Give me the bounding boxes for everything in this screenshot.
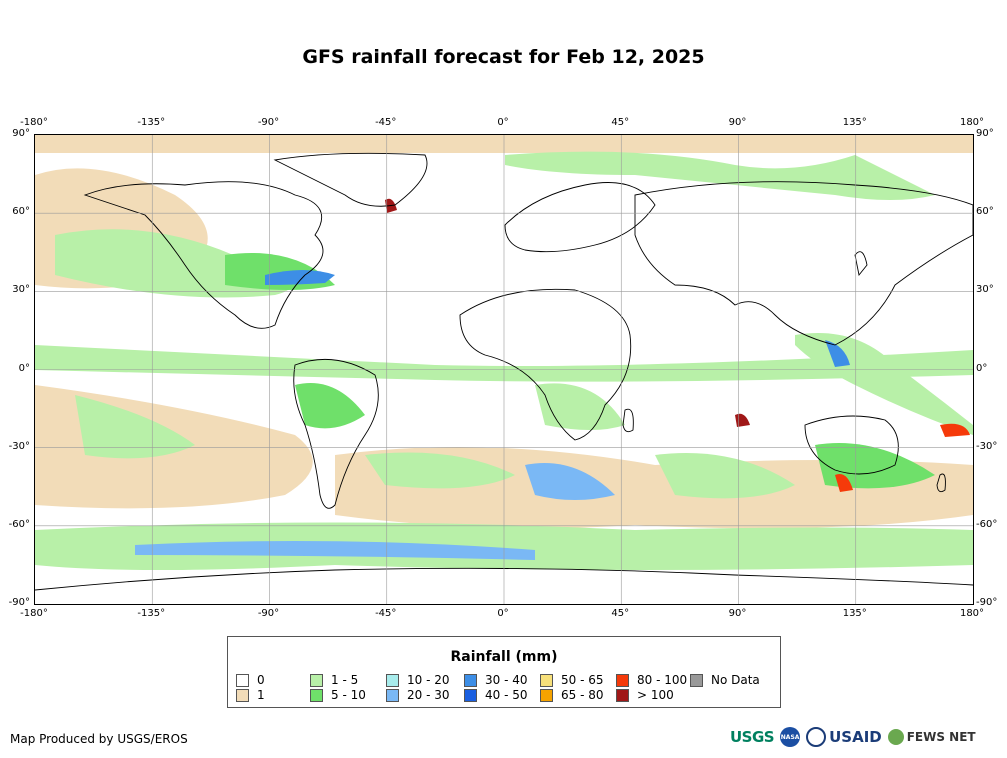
usaid-seal-icon — [806, 727, 827, 747]
map-title: GFS rainfall forecast for Feb 12, 2025 — [302, 46, 705, 68]
axis-tick-label: -90° — [257, 117, 280, 128]
legend-item: 20 - 30 — [386, 688, 450, 702]
axis-tick-label: 45° — [611, 117, 630, 128]
axis-tick-label: -90° — [257, 608, 280, 619]
legend-swatch — [310, 688, 323, 702]
axis-tick-label: 60° — [12, 206, 30, 218]
legend-label: 20 - 30 — [407, 688, 450, 702]
legend-item: 10 - 20 — [386, 673, 450, 687]
legend-label: 80 - 100 — [637, 673, 688, 687]
axis-tick-label: -60° — [976, 518, 998, 530]
axis-tick-label: -60° — [8, 518, 30, 530]
partner-logos: USGS NASA USAID FEWS NET — [730, 727, 976, 747]
usgs-logo: USGS — [730, 728, 775, 746]
axis-tick-label: 0° — [497, 117, 509, 128]
axis-tick-label: -45° — [375, 117, 397, 128]
graticule — [35, 135, 973, 604]
axis-tick-label: 90° — [728, 117, 747, 128]
legend-label: 1 — [257, 688, 265, 702]
legend-swatch — [236, 688, 249, 702]
legend-item: 65 - 80 — [540, 688, 604, 702]
axis-tick-label: -90° — [8, 597, 30, 608]
legend-swatch — [310, 673, 323, 687]
axis-tick-label: 0° — [497, 608, 509, 619]
legend-label: 1 - 5 — [331, 673, 359, 687]
legend-swatch — [540, 688, 553, 702]
usaid-logo: USAID — [806, 727, 882, 747]
legend-label: > 100 — [637, 688, 674, 702]
axis-tick-label: 45° — [611, 608, 630, 619]
axis-tick-label: 135° — [842, 117, 867, 128]
credit-text: Map Produced by USGS/EROS — [10, 732, 188, 746]
legend-item: 1 — [236, 688, 265, 702]
legend-label: 0 — [257, 673, 265, 687]
legend-swatch — [464, 673, 477, 687]
legend-swatch — [236, 673, 249, 687]
axis-tick-label: 60° — [976, 206, 994, 218]
legend-item: 1 - 5 — [310, 673, 358, 687]
axis-tick-label: 135° — [842, 608, 867, 619]
legend-item: 80 - 100 — [616, 673, 687, 687]
fews-net-logo-text: FEWS NET — [906, 730, 976, 744]
legend-label: 65 - 80 — [561, 688, 604, 702]
axis-tick-label: 90° — [728, 608, 747, 619]
legend-item: 0 — [236, 673, 265, 687]
legend-swatch — [386, 673, 399, 687]
legend-label: 40 - 50 — [485, 688, 528, 702]
legend-item: No Data — [690, 673, 760, 687]
axis-tick-label: 0° — [976, 362, 988, 374]
axis-tick-label: -45° — [375, 608, 397, 619]
legend-label: 30 - 40 — [485, 673, 528, 687]
legend-label: 10 - 20 — [407, 673, 450, 687]
axis-tick-label: -90° — [976, 597, 998, 608]
nasa-logo: NASA — [780, 727, 801, 747]
legend-swatch — [386, 688, 399, 702]
axis-tick-label: -135° — [137, 117, 166, 128]
axis-tick-label: 90° — [12, 128, 30, 139]
legend-item: > 100 — [616, 688, 674, 702]
axis-tick-label: 90° — [976, 128, 994, 139]
legend-item: 5 - 10 — [310, 688, 366, 702]
legend-swatch — [690, 673, 703, 687]
rainfall-map[interactable] — [34, 134, 974, 605]
axis-tick-label: -180° — [20, 608, 48, 619]
legend-label: No Data — [711, 673, 760, 687]
fews-net-logo: FEWS NET — [887, 729, 976, 745]
legend-item: 30 - 40 — [464, 673, 528, 687]
legend-swatch — [616, 673, 629, 687]
legend-item: 50 - 65 — [540, 673, 604, 687]
coastlines — [35, 152, 973, 591]
axis-tick-label: -180° — [20, 117, 48, 128]
usaid-logo-text: USAID — [829, 728, 882, 746]
legend-swatch — [616, 688, 629, 702]
axis-tick-label: 0° — [18, 362, 30, 374]
axis-tick-label: 30° — [976, 284, 994, 296]
axis-tick-label: -30° — [976, 440, 998, 452]
axis-tick-label: 30° — [12, 284, 30, 296]
legend-swatch — [540, 673, 553, 687]
map-canvas — [35, 135, 973, 604]
axis-tick-label: -135° — [137, 608, 166, 619]
axis-tick-label: 180° — [959, 608, 985, 619]
legend-label: 50 - 65 — [561, 673, 604, 687]
legend-swatch — [464, 688, 477, 702]
axis-tick-label: 180° — [959, 117, 985, 128]
legend-item: 40 - 50 — [464, 688, 528, 702]
legend-title: Rainfall (mm) — [450, 649, 558, 665]
fews-net-mark-icon — [887, 729, 904, 745]
axis-tick-label: -30° — [8, 440, 30, 452]
legend-label: 5 - 10 — [331, 688, 366, 702]
